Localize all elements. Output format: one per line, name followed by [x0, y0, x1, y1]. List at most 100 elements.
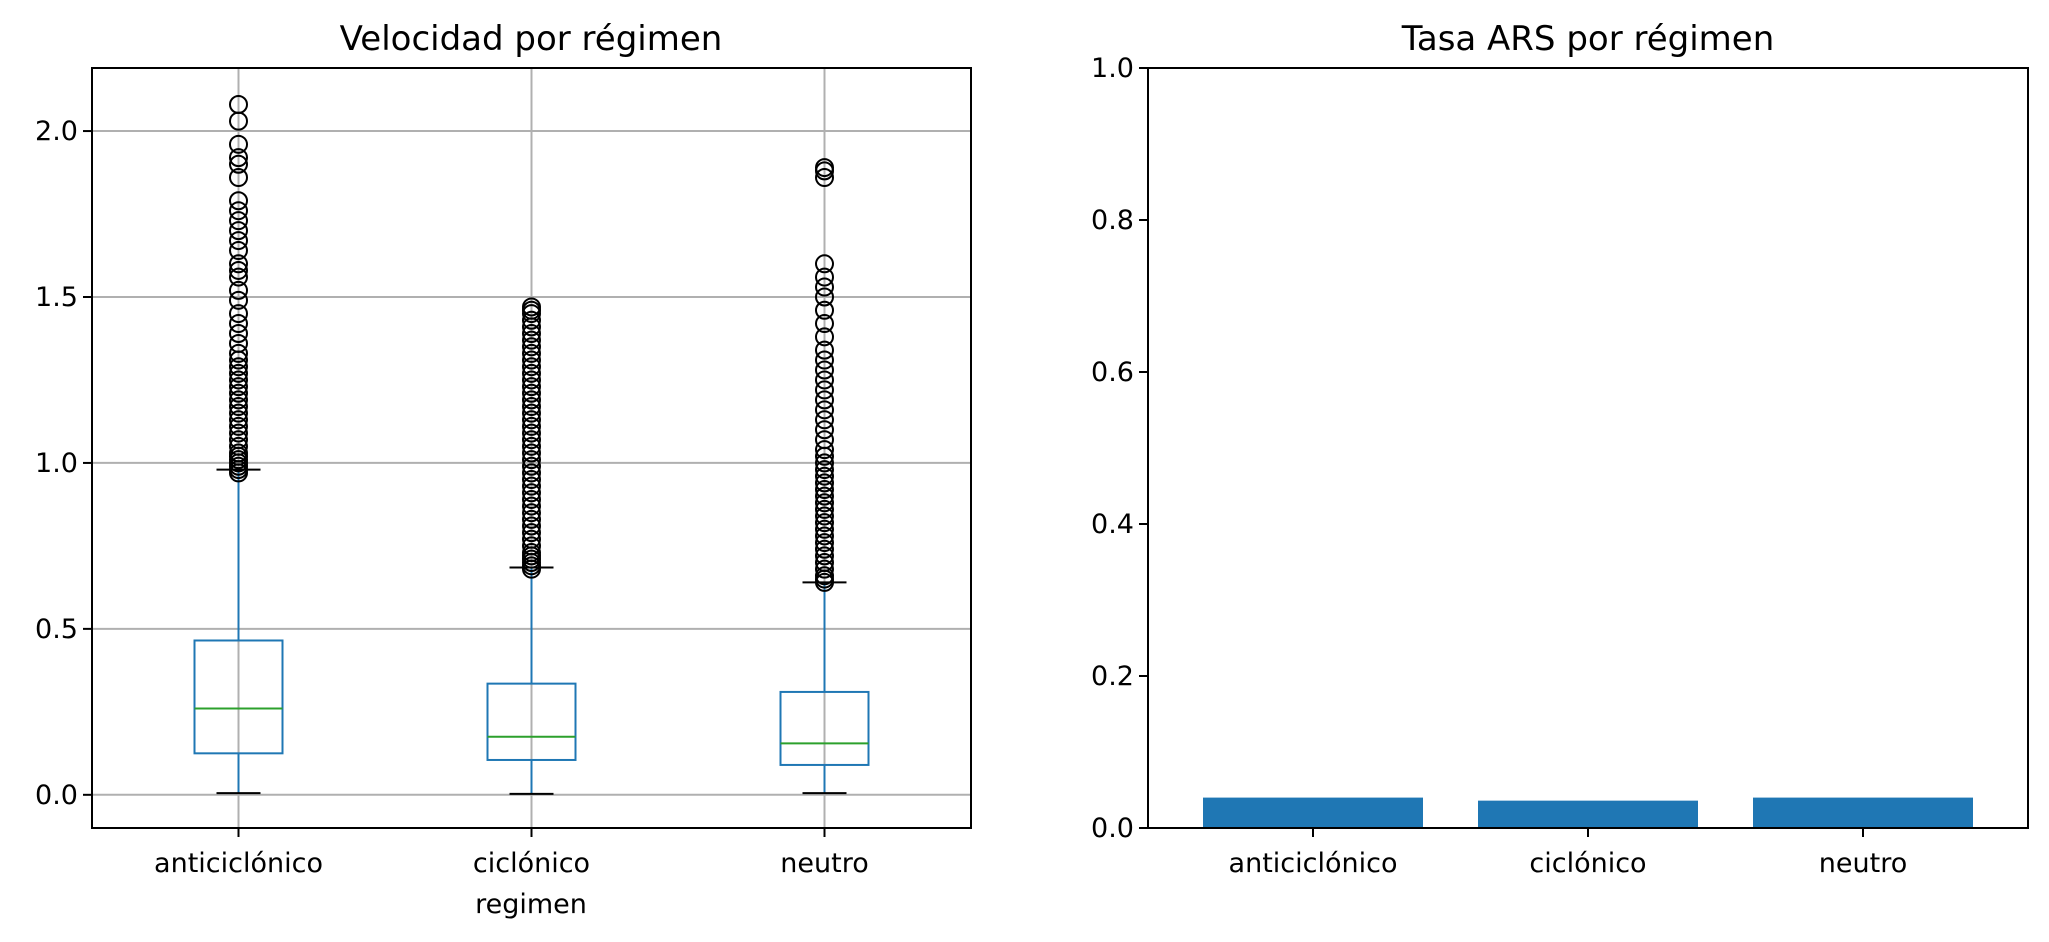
outlier-anticiclonico [229, 290, 248, 310]
outlier-neutro [815, 158, 834, 178]
outlier-neutro [815, 370, 834, 390]
outlier-anticiclonico [229, 267, 248, 287]
boxplot-x-ticks: anticiclónico ciclónico neutro [154, 828, 869, 879]
outlier-ciclonico [522, 370, 541, 390]
outlier-neutro [815, 486, 834, 506]
outlier-neutro [815, 390, 834, 410]
bar-title: Tasa ARS por régimen [1401, 19, 1775, 59]
outlier-anticiclonico [229, 383, 248, 403]
outlier-ciclonico [522, 503, 541, 523]
bar-neutro [1753, 797, 1973, 828]
outlier-neutro [815, 340, 834, 360]
outlier-ciclonico [522, 324, 541, 344]
outlier-ciclonico [522, 443, 541, 463]
boxplot-x-tick-label: ciclónico [473, 848, 590, 879]
outlier-neutro [815, 539, 834, 559]
outlier-anticiclonico [229, 314, 248, 334]
outlier-anticiclonico [229, 416, 248, 436]
outlier-neutro [815, 267, 834, 287]
boxplot-y-ticks: 0.0 0.5 1.0 1.5 2.0 [35, 116, 92, 811]
outlier-neutro [815, 287, 834, 307]
outlier-anticiclonico [229, 304, 248, 324]
outlier-ciclonico [522, 456, 541, 476]
outlier-ciclonico [522, 509, 541, 529]
outlier-anticiclonico [229, 95, 248, 115]
outlier-anticiclonico [229, 280, 248, 300]
outlier-anticiclonico [229, 221, 248, 241]
outlier-anticiclonico [229, 397, 248, 417]
outlier-neutro [815, 533, 834, 553]
outlier-ciclonico [522, 343, 541, 363]
outlier-anticiclonico [229, 403, 248, 423]
outlier-neutro [815, 410, 834, 430]
outlier-neutro [815, 479, 834, 499]
outlier-ciclonico [522, 410, 541, 430]
outlier-ciclonico [522, 337, 541, 357]
bar-x-ticks: anticiclónico ciclónico neutro [1229, 828, 1907, 879]
outlier-ciclonico [522, 463, 541, 483]
bar-y-tick-label: 0.8 [1091, 205, 1134, 236]
outlier-neutro [815, 314, 834, 334]
boxplot-x-tick-label: anticiclónico [154, 848, 323, 879]
outlier-neutro [815, 460, 834, 480]
outlier-ciclonico [522, 423, 541, 443]
outlier-neutro [815, 360, 834, 380]
bar-axes-frame [1147, 67, 2029, 829]
outlier-neutro [815, 566, 834, 586]
outlier-anticiclonico [229, 436, 248, 456]
outlier-ciclonico [522, 516, 541, 536]
outlier-ciclonico [522, 363, 541, 383]
boxplot-x-tick-label: neutro [780, 848, 868, 879]
box-ciclonico [486, 682, 577, 761]
outlier-neutro [815, 430, 834, 450]
bar-marks [1203, 797, 1973, 828]
outlier-ciclonico [522, 390, 541, 410]
outlier-ciclonico [522, 476, 541, 496]
outlier-anticiclonico [229, 211, 248, 231]
boxplot-marks [193, 95, 870, 795]
outlier-neutro [815, 350, 834, 370]
outlier-ciclonico [522, 330, 541, 350]
outlier-neutro [815, 499, 834, 519]
outlier-neutro [815, 559, 834, 579]
outlier-ciclonico [522, 357, 541, 377]
outlier-ciclonico [522, 416, 541, 436]
outlier-ciclonico [522, 297, 541, 317]
bar-panel: Tasa ARS por régimen 0.00.20.40.60.81.0 … [1091, 19, 2029, 879]
outlier-anticiclonico [229, 231, 248, 251]
outlier-neutro [815, 420, 834, 440]
outlier-anticiclonico [229, 260, 248, 280]
outlier-anticiclonico [229, 430, 248, 450]
outlier-neutro [815, 506, 834, 526]
outlier-ciclonico [522, 523, 541, 543]
outlier-anticiclonico [229, 410, 248, 430]
boxplot-panel: Velocidad por régimen 0.0 0.5 1.0 1.5 2.0 an… [35, 19, 972, 920]
boxplot-y-tick-label: 2.0 [35, 116, 78, 147]
outlier-ciclonico [522, 470, 541, 490]
bar-x-tick-label: ciclónico [1529, 848, 1646, 879]
bar-anticiclonico [1203, 797, 1423, 828]
outlier-anticiclonico [229, 370, 248, 390]
outlier-anticiclonico [229, 134, 248, 154]
outlier-neutro [815, 400, 834, 420]
boxplot-title: Velocidad por régimen [340, 19, 723, 59]
outlier-ciclonico [522, 310, 541, 330]
outlier-anticiclonico [229, 148, 248, 168]
outlier-ciclonico [522, 430, 541, 450]
outlier-neutro [815, 493, 834, 513]
outlier-neutro [815, 513, 834, 533]
outlier-anticiclonico [229, 357, 248, 377]
boxplot-x-axis-label: regimen [475, 889, 587, 920]
outlier-ciclonico [522, 536, 541, 556]
outlier-neutro [815, 327, 834, 347]
outlier-anticiclonico [229, 191, 248, 211]
boxplot-y-tick-label: 0.5 [35, 614, 78, 645]
outlier-ciclonico [522, 489, 541, 509]
outlier-neutro [815, 526, 834, 546]
bar-x-tick-label: neutro [1819, 848, 1907, 879]
outlier-ciclonico [522, 383, 541, 403]
outlier-anticiclonico [229, 333, 248, 353]
outlier-neutro [815, 466, 834, 486]
outlier-ciclonico [522, 377, 541, 397]
bar-y-tick-label: 0.4 [1091, 509, 1134, 540]
